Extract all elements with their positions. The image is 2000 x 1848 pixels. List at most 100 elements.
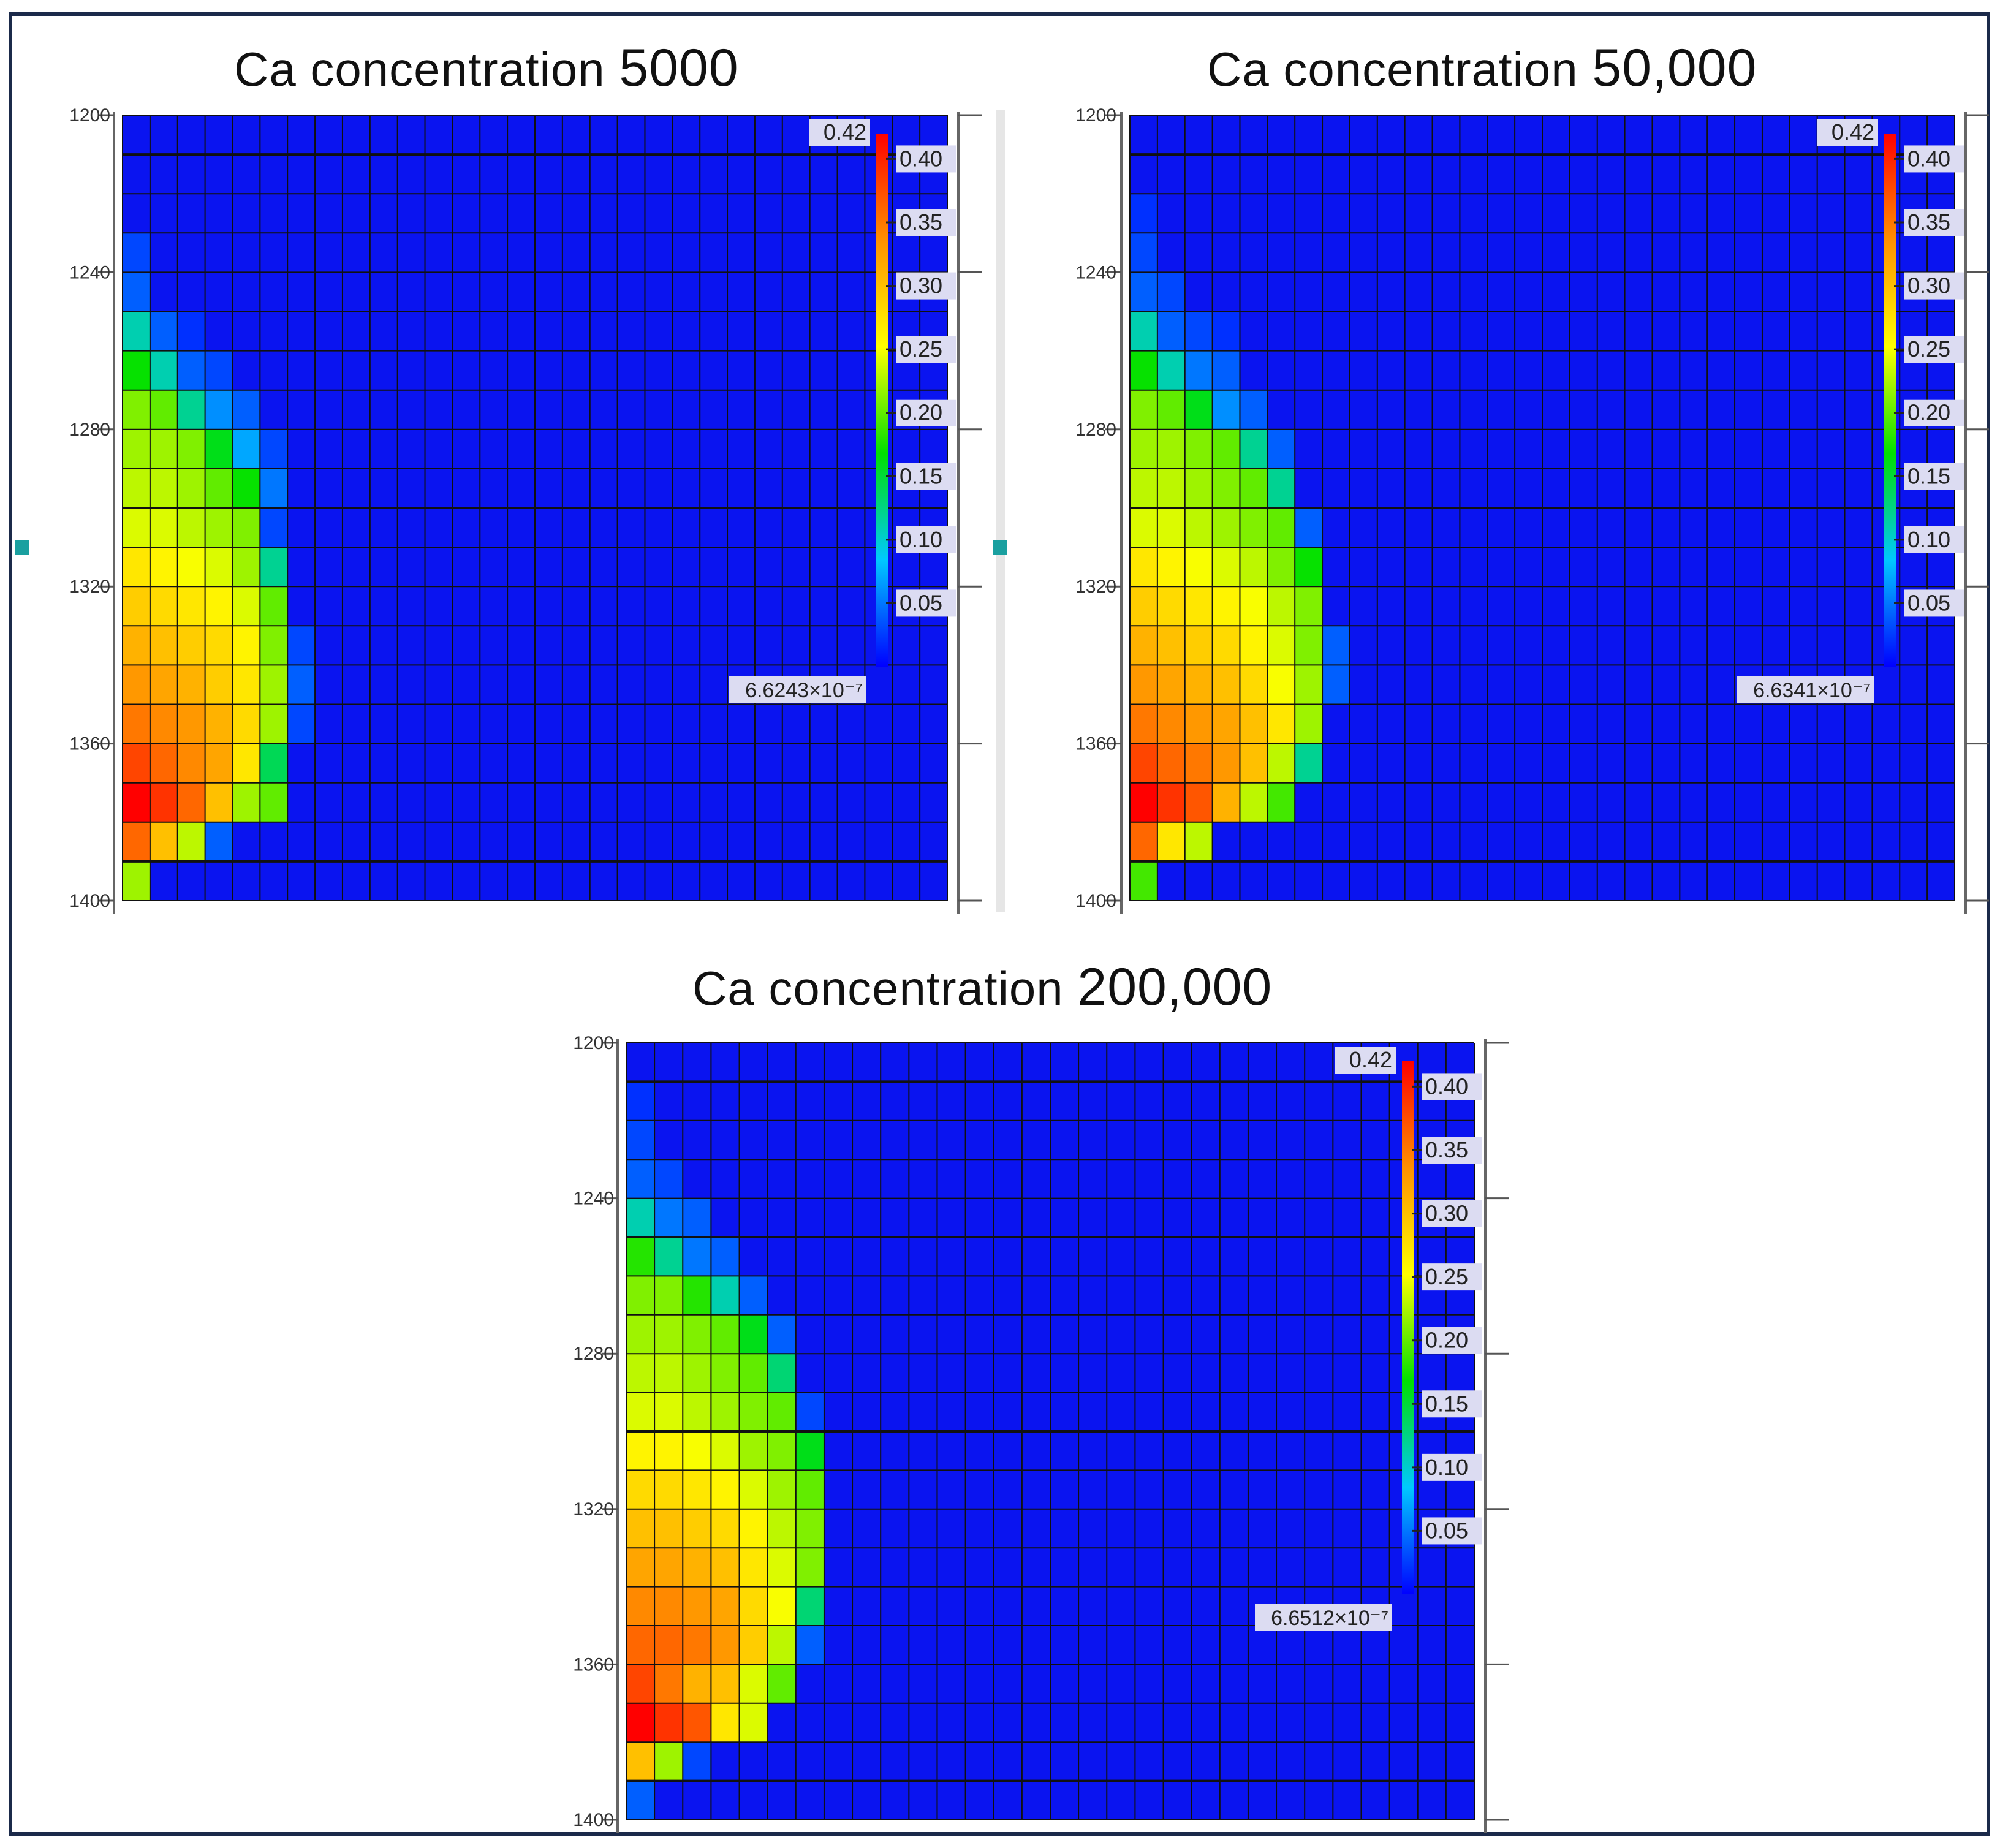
heatmap-cell bbox=[965, 1159, 994, 1199]
heatmap-cell bbox=[700, 154, 728, 194]
heatmap-cell bbox=[767, 1276, 797, 1316]
heatmap-cell bbox=[1762, 704, 1790, 744]
heatmap-cell bbox=[315, 311, 343, 352]
heatmap-cell bbox=[645, 547, 673, 587]
heatmap-cell bbox=[1322, 626, 1350, 665]
heatmap-cell bbox=[369, 665, 398, 705]
heatmap-cell bbox=[809, 429, 838, 469]
heatmap-cell bbox=[1404, 233, 1433, 273]
heatmap-cell bbox=[1276, 1392, 1305, 1432]
heatmap-cell bbox=[937, 1470, 966, 1510]
heatmap-cell bbox=[795, 1354, 825, 1393]
heatmap-cell bbox=[1680, 626, 1708, 665]
heatmap-cell bbox=[1680, 429, 1708, 469]
heatmap-cell bbox=[654, 1742, 683, 1782]
heatmap-cell bbox=[1212, 665, 1241, 705]
heatmap-cell bbox=[700, 822, 728, 862]
heatmap-cell bbox=[507, 665, 536, 705]
heatmap-cell bbox=[1305, 1392, 1333, 1432]
heatmap-cell bbox=[683, 1159, 711, 1199]
heatmap-cell bbox=[965, 1703, 994, 1743]
heatmap-cell bbox=[589, 586, 618, 626]
heatmap-cell bbox=[767, 1392, 797, 1432]
heatmap-cell bbox=[1130, 115, 1158, 155]
heatmap-cell bbox=[425, 704, 453, 744]
heatmap-cell bbox=[1652, 390, 1680, 430]
heatmap-cell bbox=[1762, 861, 1790, 901]
heatmap-cell bbox=[937, 1159, 966, 1199]
heatmap-cell bbox=[782, 743, 811, 784]
heatmap-cell bbox=[1460, 154, 1488, 194]
heatmap-cell bbox=[782, 782, 811, 823]
heatmap-cell bbox=[1184, 704, 1213, 744]
heatmap-cell bbox=[1219, 1742, 1249, 1782]
heatmap-cell bbox=[1460, 115, 1488, 155]
heatmap-cell bbox=[315, 115, 343, 155]
heatmap-cell bbox=[993, 1392, 1023, 1432]
heatmap-cell bbox=[727, 311, 756, 352]
heatmap-cell bbox=[654, 1237, 683, 1276]
heatmap-cell bbox=[1157, 311, 1186, 352]
heatmap-cell bbox=[1276, 1120, 1305, 1160]
heatmap-cell bbox=[795, 1703, 825, 1743]
heatmap-cell bbox=[1267, 822, 1295, 862]
heatmap-cell bbox=[315, 626, 343, 665]
colorbar-label-bg bbox=[896, 336, 956, 363]
panel-2-title: Ca concentration 50,000 bbox=[1207, 38, 1757, 99]
heatmap-cell bbox=[809, 626, 838, 665]
heatmap-cell bbox=[993, 1781, 1023, 1820]
heatmap-cell bbox=[824, 1276, 853, 1316]
heatmap-cell bbox=[1191, 1120, 1221, 1160]
heatmap-cell bbox=[1872, 743, 1900, 784]
heatmap-cell bbox=[837, 350, 865, 391]
heatmap-cell bbox=[589, 233, 618, 273]
heatmap-cell bbox=[452, 194, 480, 233]
heatmap-cell bbox=[683, 1548, 711, 1588]
heatmap-cell bbox=[1276, 1509, 1305, 1548]
heatmap-cell bbox=[315, 547, 343, 587]
heatmap-cell bbox=[1515, 704, 1543, 744]
heatmap-cell bbox=[150, 626, 178, 665]
heatmap-cell bbox=[700, 743, 728, 784]
heatmap-cell bbox=[881, 1548, 909, 1588]
heatmap-cell bbox=[1817, 468, 1846, 509]
colorbar-tick-label: 0.15 bbox=[1425, 1391, 1468, 1416]
heatmap-cell bbox=[1157, 272, 1186, 312]
heatmap-cell bbox=[1789, 861, 1818, 901]
heatmap-cell bbox=[369, 468, 398, 509]
heatmap-cell bbox=[589, 390, 618, 430]
heatmap-cell bbox=[672, 390, 700, 430]
heatmap-cell bbox=[1021, 1081, 1051, 1121]
heatmap-cell bbox=[1184, 861, 1213, 901]
heatmap-cell bbox=[909, 1742, 938, 1782]
heatmap-cell bbox=[562, 861, 591, 901]
heatmap-cell bbox=[342, 115, 371, 155]
heatmap-cell bbox=[1624, 272, 1653, 312]
heatmap-cell bbox=[1349, 194, 1378, 233]
heatmap-cell bbox=[1377, 390, 1406, 430]
heatmap-cell bbox=[342, 782, 371, 823]
heatmap-cell bbox=[1515, 547, 1543, 587]
heatmap-cell bbox=[1050, 1392, 1079, 1432]
heatmap-cell bbox=[1377, 547, 1406, 587]
heatmap-cell bbox=[1707, 311, 1735, 352]
heatmap-cell bbox=[1515, 508, 1543, 548]
heatmap-cell bbox=[626, 1354, 655, 1393]
heatmap-cell bbox=[452, 468, 480, 509]
heatmap-cell bbox=[425, 586, 453, 626]
heatmap-cell bbox=[1333, 1081, 1362, 1121]
heatmap-cell bbox=[1515, 350, 1543, 391]
heatmap-cell bbox=[1050, 1159, 1079, 1199]
heatmap-cell bbox=[452, 626, 480, 665]
heatmap-cell bbox=[1417, 1781, 1447, 1820]
heatmap-cell bbox=[837, 822, 865, 862]
heatmap-cell bbox=[754, 547, 783, 587]
heatmap-cell bbox=[1445, 1159, 1475, 1199]
heatmap-cell bbox=[1361, 1159, 1390, 1199]
heatmap-cell bbox=[1107, 1626, 1135, 1665]
heatmap-cell bbox=[1900, 665, 1928, 705]
heatmap-cell bbox=[1078, 1586, 1107, 1626]
heatmap-cell bbox=[369, 429, 398, 469]
heatmap-cell bbox=[1569, 311, 1598, 352]
heatmap-cell bbox=[754, 861, 783, 901]
